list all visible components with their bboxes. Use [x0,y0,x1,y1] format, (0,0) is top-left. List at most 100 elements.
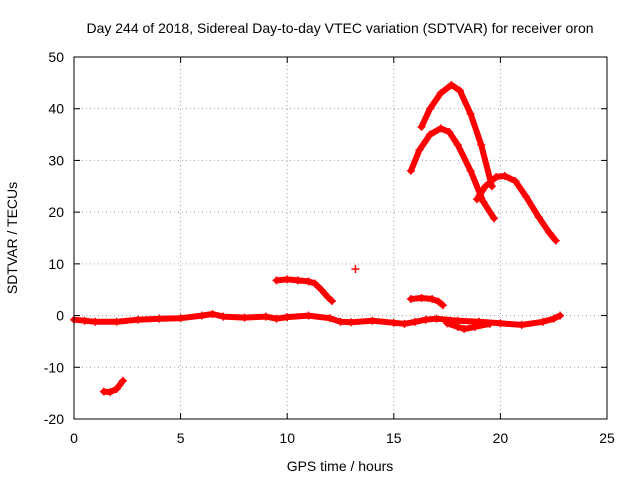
axis-ticks: 0 5 10 15 20 25 -20 -10 0 10 20 30 40 50 [44,49,615,446]
data-point [327,297,336,306]
series-arc-peak-45 [417,80,496,191]
data-point [545,228,554,237]
data-point [496,319,505,328]
data-point [485,319,494,328]
y-tick-label: 40 [48,101,64,117]
data-point [417,122,426,131]
data-point [511,177,520,186]
data-point [219,312,228,321]
data-point [490,214,499,223]
series-line [418,81,495,190]
data-point [492,172,501,181]
data-point [453,140,462,149]
data-point [549,314,558,323]
data-point [272,314,281,323]
chart-title: Day 244 of 2018, Sidereal Day-to-day VTE… [86,20,593,36]
data-point [293,276,302,285]
x-tick-label: 5 [177,430,185,446]
data-point [304,311,313,320]
data-point [556,311,565,320]
data-point [534,213,543,222]
data-point [415,146,424,155]
data-point [455,86,464,95]
data-point [351,265,360,274]
y-tick-label: 10 [48,256,64,272]
x-tick-label: 0 [70,430,78,446]
data-point [447,80,456,89]
data-point [176,314,185,323]
data-point [389,318,398,327]
data-point [310,279,319,288]
data-point [426,130,435,139]
data-point [91,317,100,326]
series-arc-16-17h [406,293,447,310]
data-point [443,319,452,328]
data-point [434,297,443,306]
data-point [323,292,332,301]
series-short-14-arc [99,376,128,397]
data-series [70,80,565,397]
x-tick-label: 20 [493,430,509,446]
data-point [283,313,292,322]
data-point [436,89,445,98]
data-point [481,182,490,191]
data-point [261,312,270,321]
data-point [500,171,509,180]
series-arc-peak-36 [406,124,499,223]
y-tick-label: -20 [44,411,64,427]
y-tick-label: 50 [48,49,64,65]
data-point [283,275,292,284]
y-tick-label: 30 [48,152,64,168]
x-tick-label: 10 [279,430,295,446]
data-point [80,316,89,325]
data-point [477,140,486,149]
data-point [551,236,560,245]
plot-frame [73,56,608,420]
data-point [411,317,420,326]
data-point [470,322,479,331]
data-point [472,195,481,204]
data-point [325,314,334,323]
data-point [272,276,281,285]
x-tick-label: 15 [386,430,402,446]
data-point [317,285,326,294]
data-point [112,317,121,326]
series-line [100,377,126,396]
data-point [336,317,345,326]
data-point [240,313,249,322]
data-point [517,320,526,329]
data-point [453,322,462,331]
data-point [112,385,121,394]
data-point [368,316,377,325]
data-point [539,317,548,326]
y-tick-label: 20 [48,204,64,220]
data-point [460,325,469,334]
data-point [438,301,447,310]
data-point [400,319,409,328]
y-tick-label: -10 [44,359,64,375]
data-point [106,388,115,397]
x-tick-label: 25 [599,430,615,446]
data-point [421,315,430,324]
data-point [436,124,445,133]
series-arc-10-12h [272,275,336,306]
data-point [406,295,415,304]
y-tick-label: 0 [56,308,64,324]
y-axis-label: SDTVAR / TECUs [4,182,20,294]
data-point [417,293,426,302]
series-lower-segment [443,319,494,334]
data-point [119,376,128,385]
data-point [197,311,206,320]
data-point [304,277,313,286]
data-point [133,315,142,324]
grid-lines [74,57,607,419]
series-outlier [351,265,360,274]
series-arc-peak-27 [472,171,560,245]
data-point [208,310,217,319]
data-point [347,318,356,327]
data-point [426,104,435,113]
data-point [428,295,437,304]
data-point [445,127,454,136]
data-point [466,109,475,118]
